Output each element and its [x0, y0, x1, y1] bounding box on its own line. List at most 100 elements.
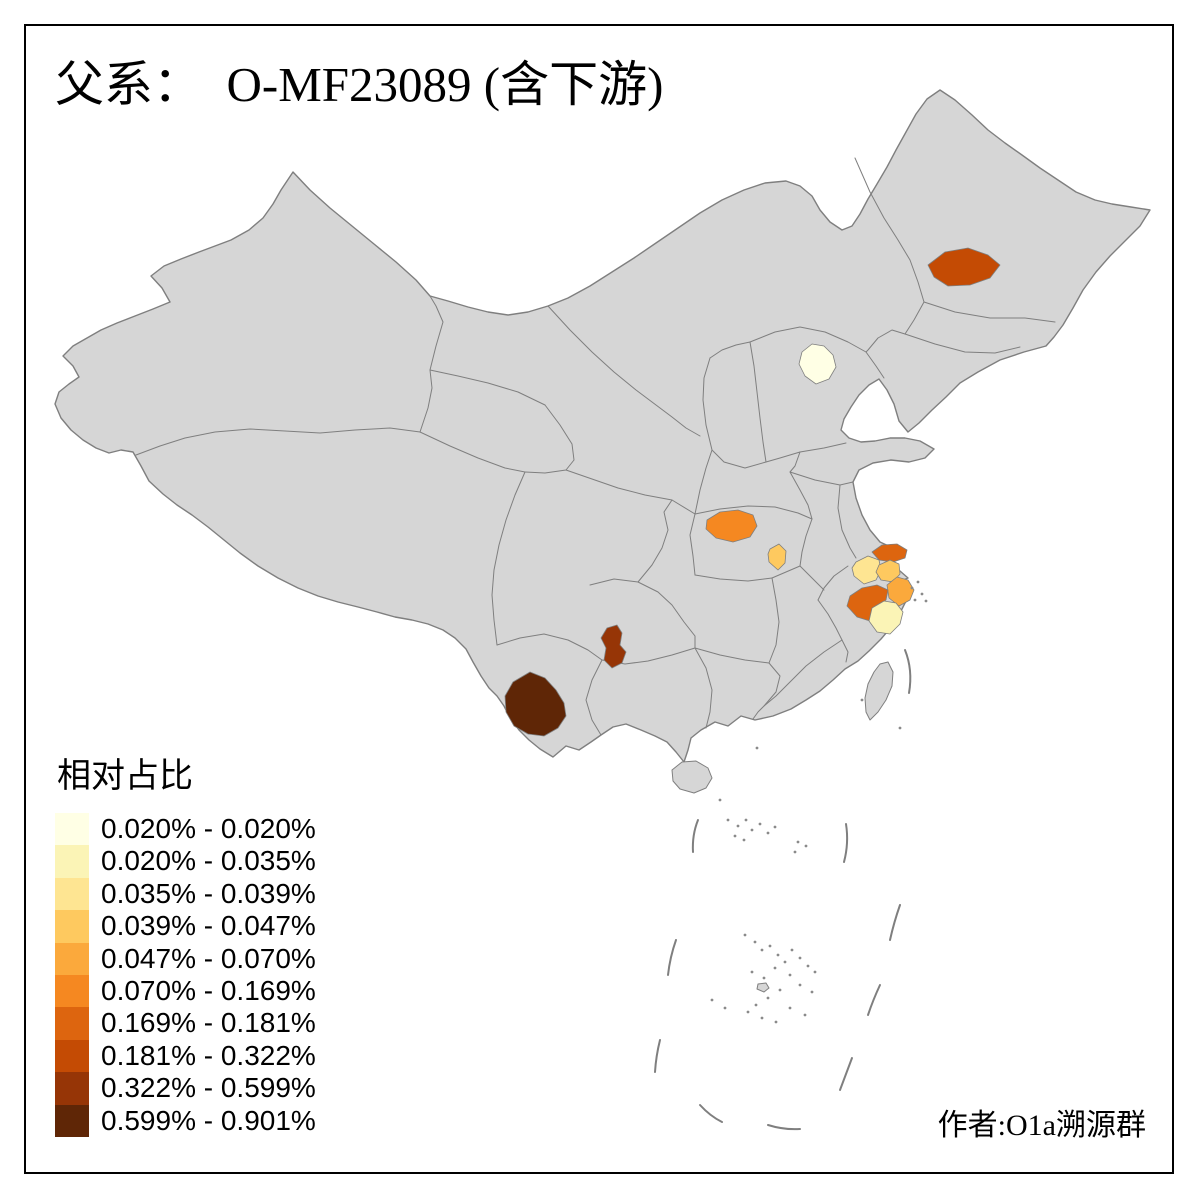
islet-dot	[710, 998, 714, 1002]
islet-dot	[788, 973, 792, 977]
dash-line-segment	[839, 1057, 853, 1091]
legend-label: 0.047% - 0.070%	[101, 942, 316, 974]
islet-dot	[803, 1013, 807, 1017]
islet-dot	[788, 1006, 792, 1010]
province-borders	[135, 157, 1056, 736]
legend: 相对占比 0.020% - 0.020% 0.020% - 0.035% 0.0…	[55, 748, 316, 1137]
legend-label: 0.039% - 0.047%	[101, 910, 316, 942]
islet-dot	[774, 1020, 778, 1024]
islet-dot	[920, 592, 924, 596]
islet-dot	[743, 933, 747, 937]
islet-dot	[898, 726, 902, 730]
islet-dot	[766, 996, 770, 1000]
legend-label: 0.599% - 0.901%	[101, 1104, 316, 1136]
islet-dot	[760, 1016, 764, 1020]
region-heilongjiang-harbin	[927, 247, 1001, 287]
region-zhejiang-taizhou	[868, 600, 904, 635]
dash-line-segment	[889, 904, 901, 941]
islet-dot	[736, 824, 740, 828]
islet-dot	[798, 956, 802, 960]
nine-dash-line	[654, 649, 912, 1131]
region-beijing	[798, 343, 837, 385]
region-jiangsu-south	[851, 555, 882, 585]
legend-swatch	[55, 813, 89, 846]
islet-dot	[753, 940, 757, 944]
legend-row: 0.169% - 0.181%	[55, 1007, 316, 1040]
legend-label: 0.070% - 0.169%	[101, 974, 316, 1006]
china-mainland-outline	[54, 89, 1151, 763]
author-attribution: 作者:O1a溯源群	[937, 1109, 1146, 1142]
region-sichuan-guizhou-border	[600, 624, 627, 669]
legend-label: 0.181% - 0.322%	[101, 1039, 316, 1071]
legend-swatch	[55, 974, 89, 1008]
highlighted-regions	[504, 247, 1001, 737]
legend-row: 0.020% - 0.020%	[55, 813, 316, 846]
islet-dot	[744, 818, 748, 822]
region-zhejiang-ningbo	[886, 576, 915, 607]
legend-row: 0.039% - 0.047%	[55, 910, 316, 943]
dash-line-segment	[843, 823, 849, 863]
region-yunnan-south	[504, 671, 567, 737]
legend-row: 0.020% - 0.035%	[55, 845, 316, 878]
legend-swatch	[55, 1007, 89, 1040]
islet-dot	[810, 990, 814, 994]
dash-line-segment	[691, 819, 699, 853]
islet-dot	[718, 798, 722, 802]
islet-dot	[733, 834, 737, 838]
islands	[671, 661, 894, 993]
islet-dot	[750, 970, 754, 974]
islet-dot	[746, 1010, 750, 1014]
region-hubei-central	[767, 543, 787, 571]
legend-row: 0.047% - 0.070%	[55, 942, 316, 975]
legend-label: 0.020% - 0.035%	[101, 845, 316, 877]
legend-swatch	[55, 942, 89, 975]
islet-dot	[726, 818, 730, 822]
islet-dot	[754, 1003, 758, 1007]
islet-dot	[798, 983, 802, 987]
region-jiangsu-nantong	[871, 543, 908, 563]
legend-swatch	[55, 1104, 89, 1137]
islet-dot	[813, 970, 817, 974]
islet-dot	[924, 599, 928, 603]
islet-dot	[796, 840, 800, 844]
islet-dot	[806, 964, 810, 968]
islet-dot	[758, 822, 762, 826]
dash-line-segment	[654, 1039, 661, 1073]
dash-line-segment	[904, 649, 912, 694]
legend-row: 0.599% - 0.901%	[55, 1104, 316, 1137]
legend-swatch	[55, 1039, 89, 1073]
islet-dot	[913, 598, 917, 602]
islet-dot	[762, 976, 766, 980]
islet-dot	[860, 698, 864, 702]
legend-label: 0.169% - 0.181%	[101, 1007, 316, 1039]
islet-dot	[804, 844, 808, 848]
legend-swatch	[55, 877, 89, 911]
islet-dot	[773, 966, 777, 970]
region-hubei-northwest	[705, 509, 758, 543]
islet-dot	[790, 948, 794, 952]
islet-dot	[755, 746, 759, 750]
dash-line-segment	[767, 1124, 801, 1131]
dash-line-segment	[667, 939, 677, 976]
islet-dot	[750, 828, 754, 832]
taiwan-island	[864, 661, 894, 721]
islet-dot	[766, 831, 770, 835]
legend-swatch	[55, 910, 89, 943]
small-island	[756, 982, 770, 993]
legend-label: 0.020% - 0.020%	[101, 813, 316, 844]
legend-label: 0.035% - 0.039%	[101, 877, 316, 909]
dash-line-segment	[867, 984, 881, 1016]
legend-row: 0.322% - 0.599%	[55, 1072, 316, 1105]
south-china-sea-islets	[710, 580, 928, 1024]
islet-dot	[742, 838, 746, 842]
legend-rows: 0.020% - 0.020% 0.020% - 0.035% 0.035% -…	[55, 813, 316, 1137]
legend-label: 0.322% - 0.599%	[101, 1072, 316, 1104]
legend-swatch	[55, 845, 89, 878]
legend-title: 相对占比	[57, 757, 193, 795]
islet-dot	[778, 988, 782, 992]
islet-dot	[793, 850, 797, 854]
islet-dot	[776, 953, 780, 957]
hainan-island	[671, 760, 713, 794]
